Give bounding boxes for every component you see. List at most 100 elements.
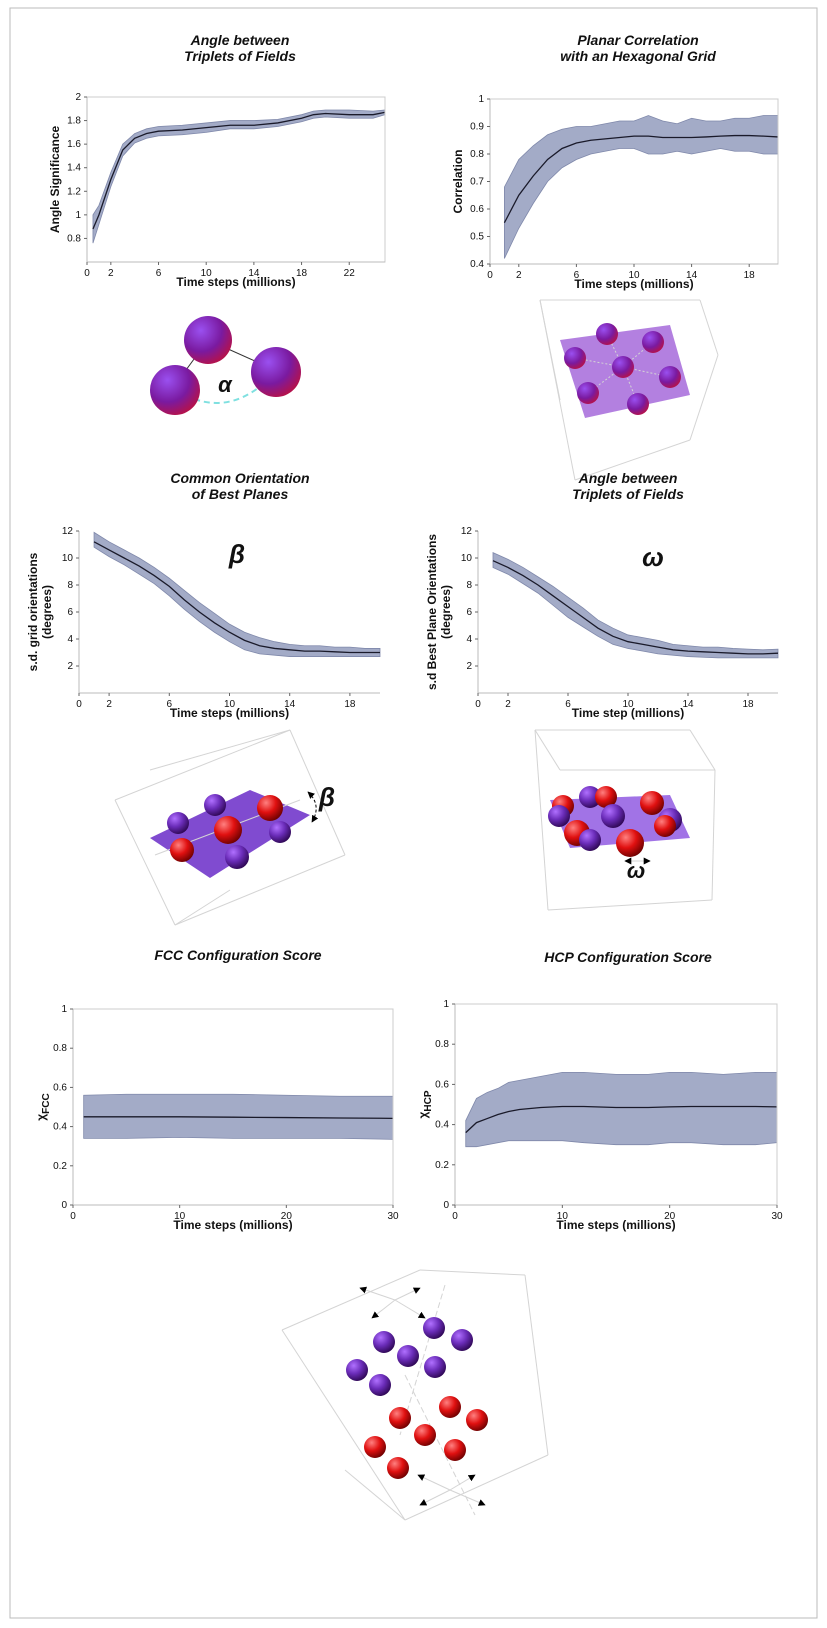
x-tick-label: 2: [106, 699, 112, 710]
y-axis-label-sub: FCC: [41, 1093, 52, 1114]
y-tick-label: 6: [67, 607, 73, 618]
x-tick-label: 10: [628, 270, 640, 281]
y-tick-label: 0.7: [470, 177, 484, 188]
x-tick-label: 18: [296, 268, 308, 279]
y-tick-label: 1.2: [67, 186, 81, 197]
chart-title: Common Orientation: [170, 470, 309, 486]
x-tick-label: 14: [248, 268, 260, 279]
x-tick-label: 14: [284, 699, 296, 710]
x-tick-label: 30: [387, 1211, 399, 1222]
y-tick-label: 1: [478, 94, 484, 105]
diagram-alpha: α: [150, 316, 301, 415]
x-tick-label: 20: [281, 1211, 293, 1222]
diagram-label: α: [218, 372, 233, 397]
y-axis-label-sub: HCP: [423, 1090, 434, 1111]
y-tick-label: 0.4: [470, 259, 484, 270]
chart-title: Angle between: [190, 32, 290, 48]
chart-title: Triplets of Fields: [184, 48, 296, 64]
diagram-label: ω: [627, 858, 645, 883]
chart-title: Triplets of Fields: [572, 486, 684, 502]
x-tick-label: 0: [487, 270, 493, 281]
x-tick-label: 10: [557, 1211, 569, 1222]
x-axis-label: Time steps (millions): [173, 1218, 292, 1232]
x-tick-label: 10: [201, 268, 213, 279]
error-band: [92, 109, 386, 244]
x-tick-label: 10: [224, 699, 236, 710]
x-tick-label: 18: [742, 699, 754, 710]
x-tick-label: 20: [664, 1211, 676, 1222]
x-tick-label: 18: [344, 699, 356, 710]
y-axis-label: Correlation: [451, 149, 465, 213]
y-tick-label: 1.6: [67, 139, 81, 150]
x-tick-label: 2: [108, 268, 114, 279]
y-tick-label: 0.8: [435, 1039, 449, 1050]
y-tick-label: 1.4: [67, 163, 81, 174]
diagram-omega: ω: [534, 729, 716, 911]
chart-title: of Best Planes: [192, 486, 289, 502]
x-tick-label: 14: [686, 270, 698, 281]
y-tick-label: 2: [75, 92, 81, 103]
y-tick-label: 0.6: [435, 1079, 449, 1090]
x-tick-label: 6: [565, 699, 571, 710]
x-tick-label: 0: [475, 699, 481, 710]
error-band: [465, 1071, 778, 1148]
chart-title: FCC Configuration Score: [154, 947, 321, 963]
mean-line: [83, 1116, 394, 1120]
x-tick-label: 2: [516, 270, 522, 281]
mean-line: [503, 134, 779, 224]
mean-line: [465, 1105, 778, 1134]
y-tick-label: 1: [61, 1004, 67, 1015]
chart-title: HCP Configuration Score: [544, 949, 712, 965]
y-tick-label: 0: [443, 1200, 449, 1211]
x-tick-label: 0: [452, 1211, 458, 1222]
y-tick-label: 12: [461, 526, 473, 537]
y-tick-label: 0.2: [53, 1161, 67, 1172]
x-tick-label: 2: [505, 699, 511, 710]
error-band: [492, 551, 779, 659]
y-tick-label: 2: [67, 661, 73, 672]
y-tick-label: 8: [466, 580, 472, 591]
y-tick-label: 4: [466, 634, 472, 645]
annotation: ω: [642, 542, 664, 572]
x-tick-label: 10: [174, 1211, 186, 1222]
y-tick-label: 1.8: [67, 116, 81, 127]
y-tick-label: 10: [461, 553, 473, 564]
y-axis-label: s.d Best Plane Orientations: [425, 534, 439, 690]
x-tick-label: 0: [84, 268, 90, 279]
frame: [9, 7, 818, 1619]
chart-title: Planar Correlation: [577, 32, 698, 48]
x-tick-label: 14: [682, 699, 694, 710]
x-axis-label: Time step (millions): [572, 706, 684, 720]
x-tick-label: 10: [622, 699, 634, 710]
y-tick-label: 1: [443, 999, 449, 1010]
chart-title: with an Hexagonal Grid: [560, 48, 716, 64]
y-tick-label: 10: [62, 553, 74, 564]
diagram-hex: [539, 299, 719, 481]
y-tick-label: 0: [61, 1200, 67, 1211]
mean-line: [92, 111, 386, 230]
y-axis-label: χFCC: [34, 1093, 52, 1120]
y-axis-label: χHCP: [416, 1090, 434, 1118]
y-tick-label: 0.9: [470, 122, 484, 133]
y-axis-label: s.d. grid orientations: [26, 552, 40, 671]
y-tick-label: 0.6: [470, 204, 484, 215]
x-axis-label: Time steps (millions): [556, 1218, 675, 1232]
mean-line: [492, 560, 779, 655]
y-tick-label: 0.2: [435, 1160, 449, 1171]
mean-line: [93, 541, 380, 654]
y-tick-label: 0.5: [470, 232, 484, 243]
y-tick-label: 4: [67, 634, 73, 645]
y-axis-label: (degrees): [439, 585, 453, 639]
y-tick-label: 0.8: [53, 1043, 67, 1054]
y-tick-label: 0.8: [470, 149, 484, 160]
y-tick-label: 0.4: [435, 1120, 449, 1131]
y-axis-label: (degrees): [40, 585, 54, 639]
x-tick-label: 30: [771, 1211, 783, 1222]
x-tick-label: 0: [70, 1211, 76, 1222]
chart-title: Angle between: [578, 470, 678, 486]
error-band: [93, 531, 381, 657]
y-tick-label: 0.4: [53, 1122, 67, 1133]
y-tick-label: 8: [67, 580, 73, 591]
x-tick-label: 6: [156, 268, 162, 279]
